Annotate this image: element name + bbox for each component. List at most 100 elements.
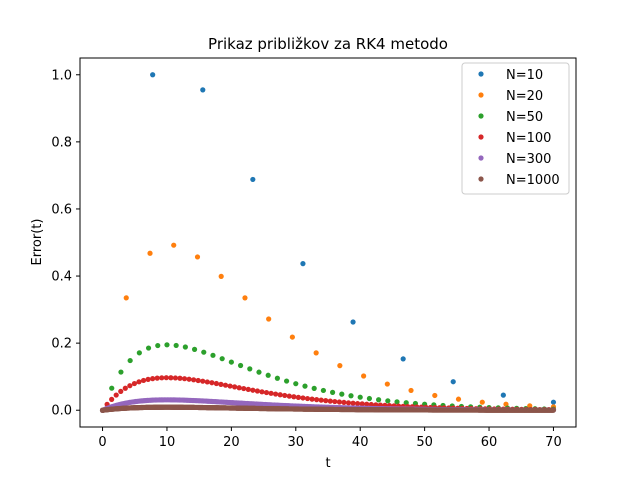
data-point: [400, 356, 406, 362]
plot-area: 0 10 20 30 40 50 60 70 0.0 0.2 0.4 0.6 0.8 1.0: [51, 57, 577, 450]
data-point: [140, 377, 147, 384]
y-tick-label: 1.0: [51, 68, 72, 83]
legend: N=10 N=20 N=50 N=100 N=300 N=1000: [461, 62, 570, 195]
data-point: [282, 392, 288, 399]
legend-entries: N=10 N=20 N=50 N=100 N=300 N=1000: [478, 68, 560, 188]
data-point: [289, 334, 295, 340]
data-point: [242, 295, 248, 301]
data-point: [339, 391, 345, 397]
data-point: [168, 375, 174, 381]
x-tick-label: 40: [352, 435, 369, 450]
data-point: [182, 344, 188, 350]
data-point: [228, 359, 234, 365]
data-point: [154, 375, 160, 381]
data-point: [136, 350, 142, 356]
data-point: [118, 388, 124, 394]
axes-frame: [79, 57, 577, 428]
data-point: [209, 380, 215, 386]
data-point: [300, 261, 306, 267]
data-point: [550, 399, 557, 405]
data-point: [330, 389, 336, 395]
legend-label: N=10: [506, 68, 543, 83]
data-point: [236, 385, 242, 391]
y-tick-label: 0.4: [51, 270, 72, 285]
data-point: [227, 383, 233, 389]
data-point: [232, 384, 238, 390]
data-point: [191, 346, 198, 352]
data-point: [550, 407, 557, 413]
data-point: [283, 378, 290, 384]
data-point: [277, 392, 283, 398]
data-point: [173, 342, 179, 349]
data-point: [204, 379, 210, 385]
data-point: [336, 399, 342, 405]
legend-label: N=300: [506, 152, 551, 167]
legend-label: N=100: [506, 131, 551, 146]
legend-marker: [478, 134, 484, 140]
data-point: [309, 396, 315, 402]
y-tick-label: 0.0: [51, 404, 72, 419]
data-points: [99, 72, 557, 413]
data-point: [222, 382, 229, 388]
data-point: [210, 352, 216, 358]
data-point: [268, 390, 274, 396]
data-point: [345, 400, 352, 406]
chart-title: Prikaz približkov za RK4 metodo: [208, 35, 448, 53]
legend-marker: [478, 155, 484, 161]
data-point: [127, 357, 133, 364]
x-tick-label: 60: [481, 435, 498, 450]
x-tick-label: 0: [98, 435, 106, 450]
data-point: [394, 399, 400, 405]
data-point: [213, 380, 220, 387]
data-point: [359, 401, 365, 407]
data-point: [155, 342, 161, 349]
x-tick-label: 20: [223, 435, 240, 450]
data-point: [311, 385, 317, 391]
data-point: [302, 383, 308, 389]
data-point: [341, 399, 347, 406]
legend-label: N=1000: [506, 173, 560, 188]
y-axis-label: Error(t): [30, 219, 45, 266]
data-point: [408, 387, 414, 394]
data-point: [177, 375, 183, 381]
data-point: [194, 254, 201, 260]
data-point: [195, 377, 201, 384]
data-point: [293, 381, 299, 387]
data-point: [131, 380, 138, 387]
data-point: [241, 385, 247, 392]
data-point: [256, 369, 262, 375]
x-tick-label: 70: [545, 435, 562, 450]
data-point: [350, 319, 356, 325]
data-point: [263, 389, 270, 396]
data-point: [163, 375, 169, 381]
data-point: [118, 369, 124, 375]
data-point: [145, 376, 151, 382]
data-point: [432, 392, 438, 399]
data-point: [304, 395, 311, 402]
data-point: [164, 342, 170, 348]
data-point: [250, 176, 256, 183]
data-point: [136, 379, 142, 385]
data-point: [273, 391, 279, 397]
data-point: [200, 87, 206, 93]
data-point: [265, 372, 271, 378]
data-point: [113, 392, 119, 398]
series-n-20: [99, 242, 557, 413]
y-tick-label: 0.8: [51, 135, 72, 150]
data-point: [218, 381, 224, 387]
legend-label: N=50: [506, 110, 543, 125]
data-point: [337, 363, 343, 369]
legend-marker: [478, 92, 484, 98]
data-point: [361, 373, 367, 379]
y-axis-ticks: 0.0 0.2 0.4 0.6 0.8 1.0: [51, 68, 80, 419]
data-point: [332, 398, 338, 405]
data-point: [291, 394, 297, 400]
data-point: [171, 242, 177, 248]
data-point: [327, 398, 333, 404]
data-point: [274, 375, 280, 381]
data-point: [364, 401, 370, 407]
y-tick-label: 0.6: [51, 202, 72, 217]
y-tick-label: 0.2: [51, 337, 72, 352]
data-point: [503, 401, 509, 407]
